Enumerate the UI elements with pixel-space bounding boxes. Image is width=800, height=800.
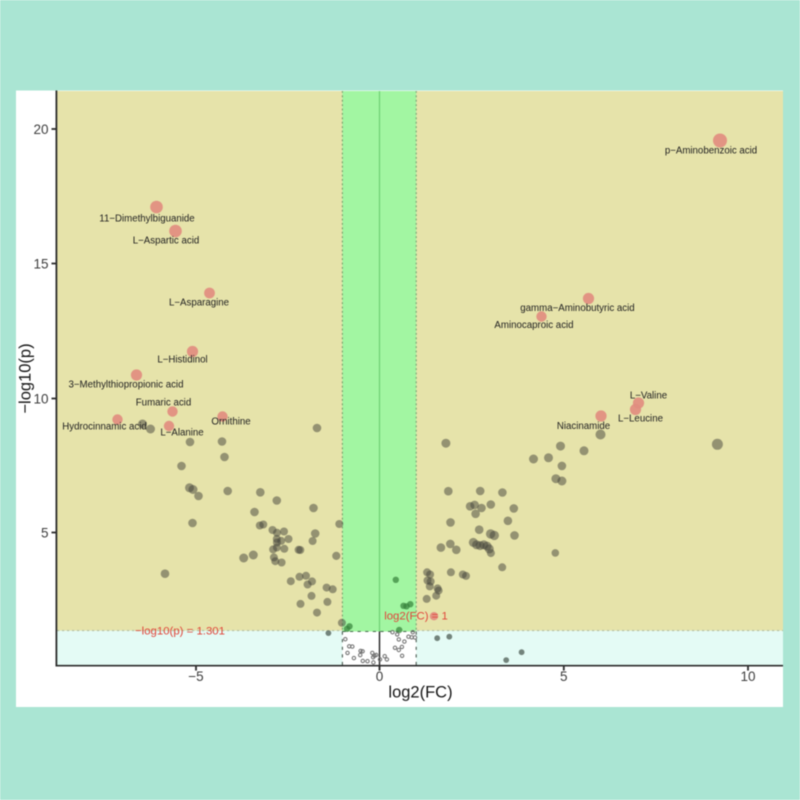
svg-text:−log10(p): −log10(p) — [17, 343, 35, 413]
svg-text:3−Methylthiopropionic acid: 3−Methylthiopropionic acid — [69, 380, 184, 391]
svg-text:log2(FC): log2(FC) — [388, 684, 452, 702]
svg-text:10: 10 — [740, 669, 755, 684]
svg-text:15: 15 — [33, 257, 48, 272]
svg-text:Hydrocinnamic acid: Hydrocinnamic acid — [62, 422, 147, 433]
svg-text:0: 0 — [376, 669, 384, 684]
svg-text:5: 5 — [560, 669, 568, 684]
svg-text:Ornithine: Ornithine — [211, 417, 250, 428]
svg-text:p−Aminobenzoic acid: p−Aminobenzoic acid — [665, 146, 757, 157]
svg-text:L−Histidinol: L−Histidinol — [157, 355, 207, 366]
svg-text:−log10(p) = 1.301: −log10(p) = 1.301 — [135, 626, 225, 638]
svg-text:10: 10 — [33, 392, 48, 407]
svg-text:L−Leucine: L−Leucine — [618, 414, 663, 425]
svg-text:Aminocaproic acid: Aminocaproic acid — [494, 320, 573, 331]
svg-text:11−Dimethylbiguanide: 11−Dimethylbiguanide — [99, 214, 194, 225]
svg-text:Niacinamide: Niacinamide — [557, 421, 610, 432]
svg-text:log2(FC) = 1: log2(FC) = 1 — [384, 611, 448, 623]
svg-text:L−Alanine: L−Alanine — [160, 428, 203, 439]
svg-text:gamma−Aminobutyric acid: gamma−Aminobutyric acid — [520, 303, 634, 314]
svg-text:−5: −5 — [188, 669, 203, 684]
svg-text:20: 20 — [33, 122, 48, 137]
svg-text:L−Valine: L−Valine — [630, 391, 667, 402]
svg-text:L−Asparagine: L−Asparagine — [169, 298, 229, 309]
svg-text:5: 5 — [41, 526, 49, 541]
svg-text:Fumaric acid: Fumaric acid — [136, 398, 191, 409]
svg-text:L−Aspartic acid: L−Aspartic acid — [133, 236, 200, 247]
